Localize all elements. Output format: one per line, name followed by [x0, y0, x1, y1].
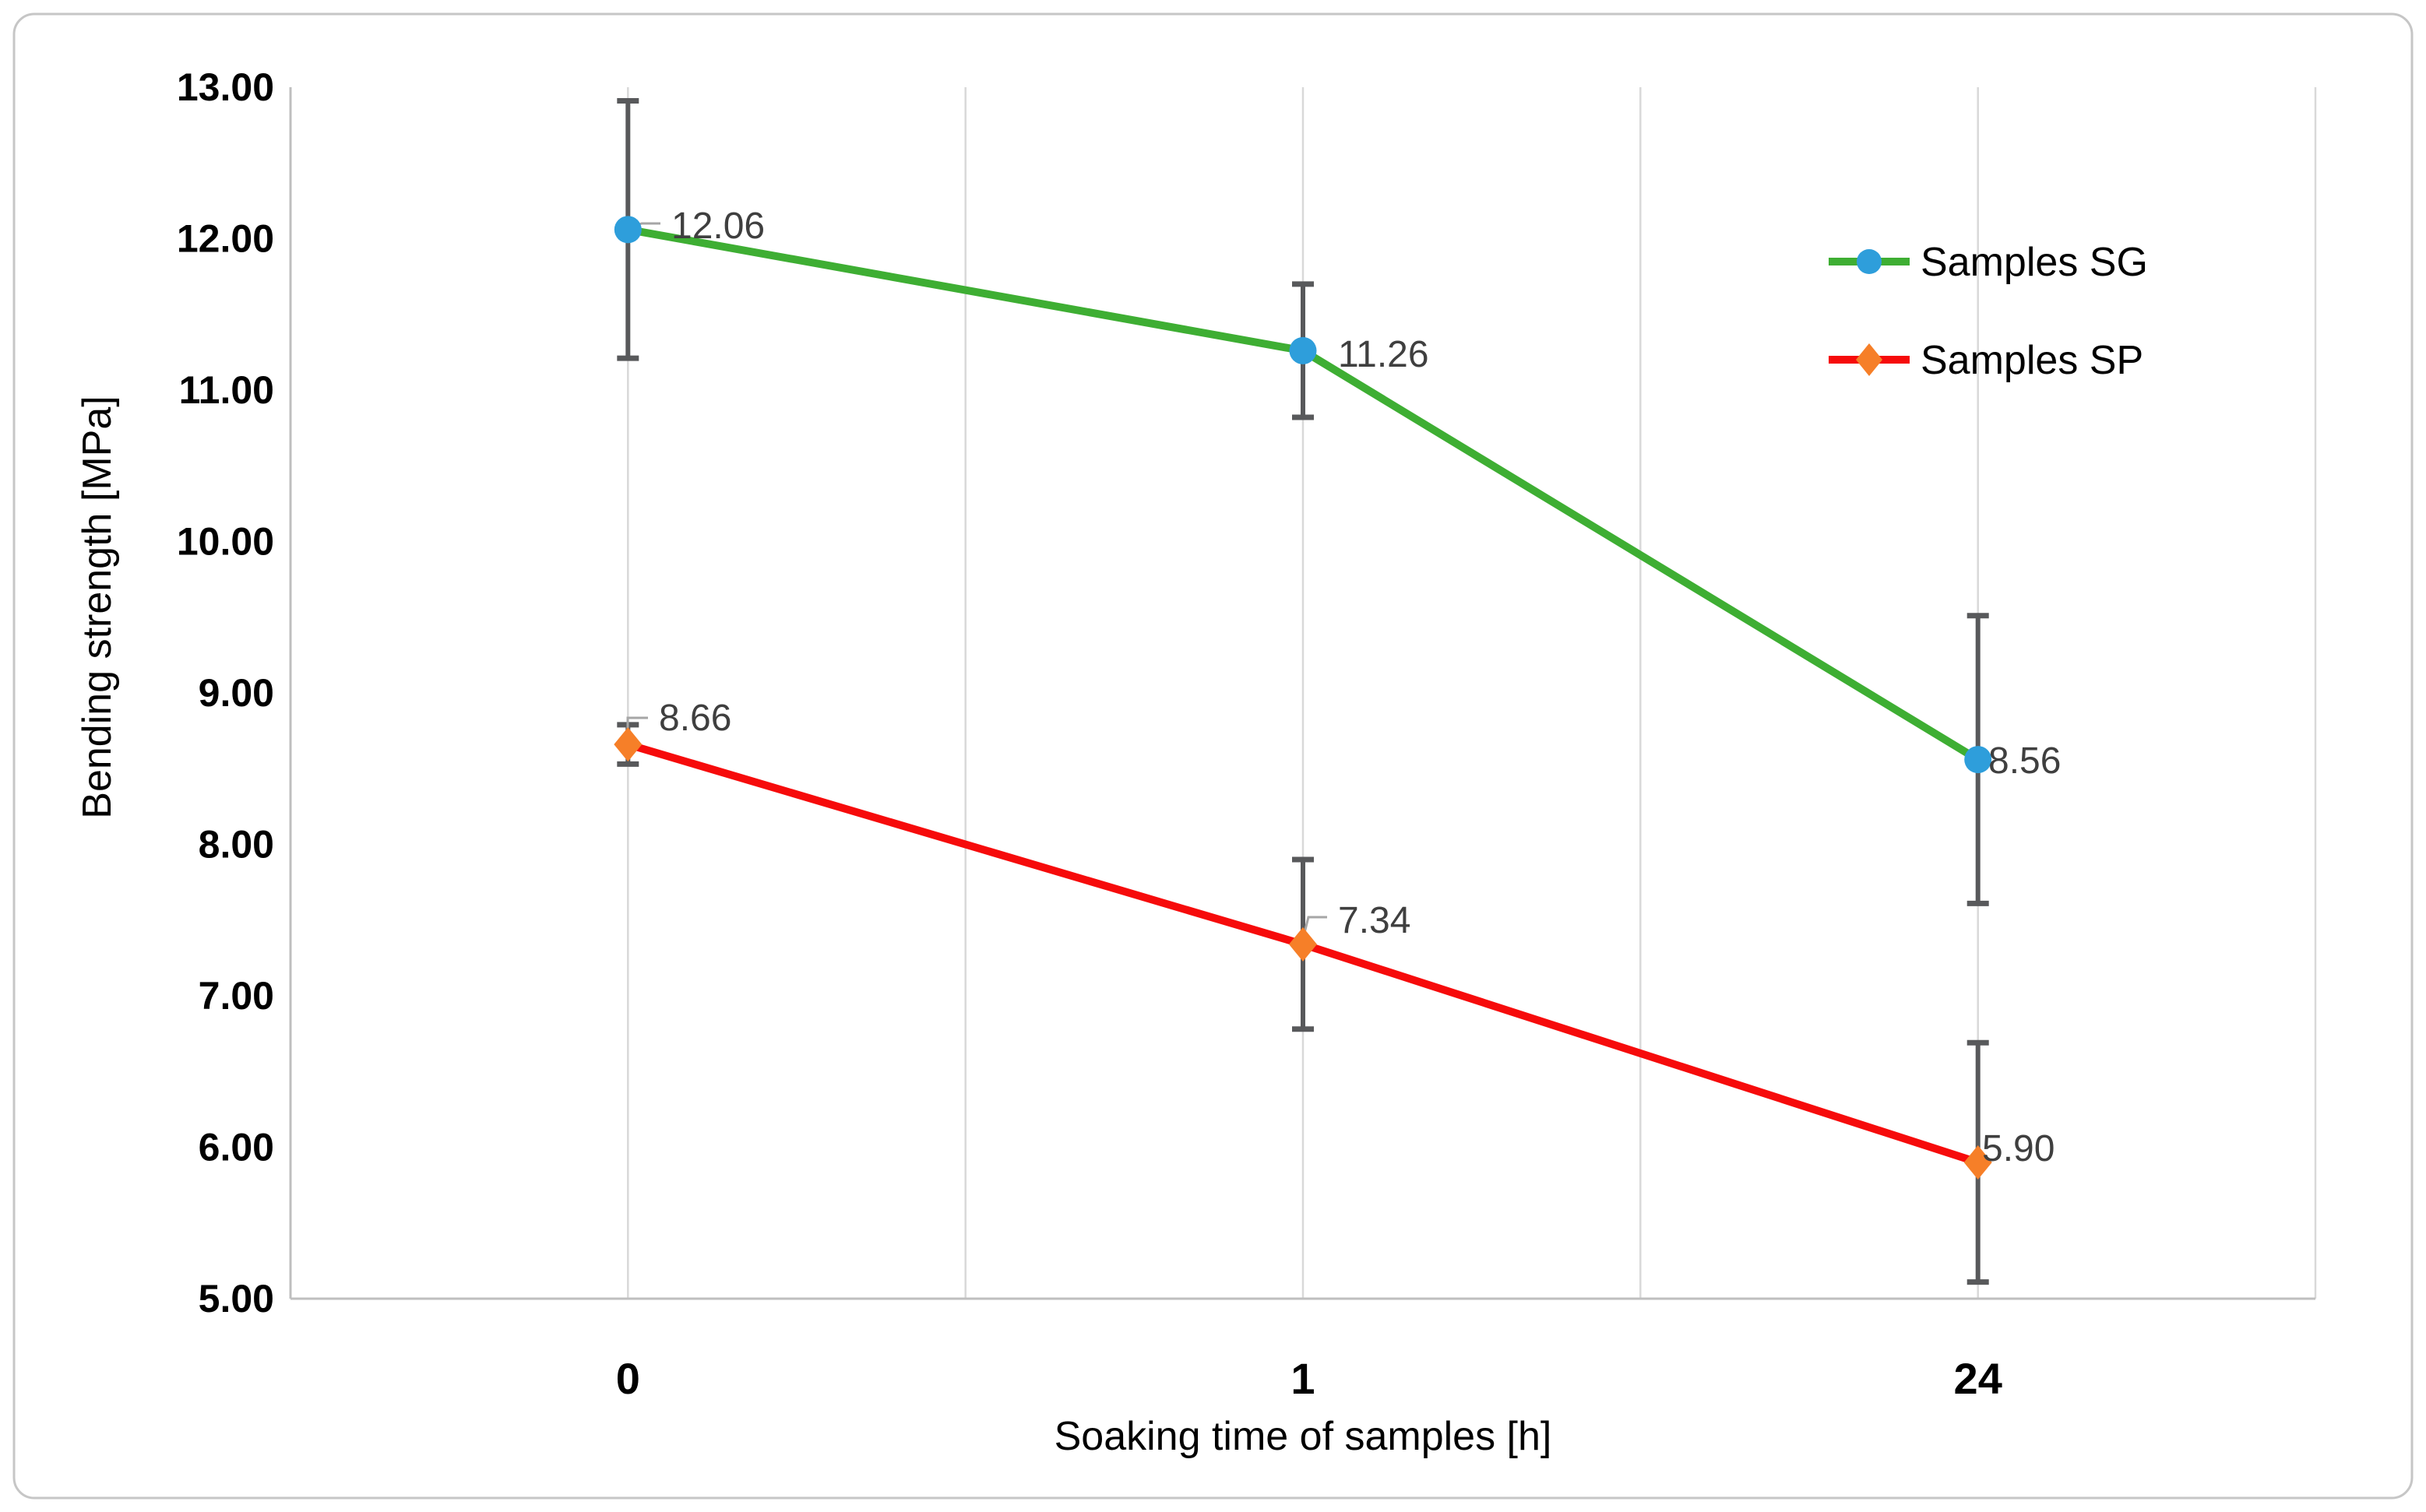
- diamond-marker-samples-sp[interactable]: [1289, 927, 1317, 962]
- y-tick-label: 11.00: [179, 368, 274, 412]
- y-tick-label: 7.00: [199, 974, 274, 1018]
- data-label: 11.26: [1338, 334, 1429, 375]
- diamond-marker-samples-sp[interactable]: [614, 727, 643, 762]
- data-label: 5.90: [1982, 1128, 2055, 1169]
- circle-marker-samples-sg[interactable]: [1289, 336, 1317, 364]
- plot-area: 13.00 12.00 11.00 10.00 9.00 8.00 7.00 6.00 5.00…: [177, 65, 2317, 1403]
- data-label: 8.66: [659, 698, 731, 739]
- legend-label-samples-sg[interactable]: Samples SG: [1921, 240, 2148, 285]
- legend-label-samples-sp[interactable]: Samples SP: [1921, 338, 2143, 383]
- data-label: 7.34: [1338, 900, 1410, 941]
- y-axis-title: Bending strength [MPa]: [75, 396, 120, 818]
- legend-circle-marker: [1857, 249, 1882, 274]
- x-tick-label: 0: [616, 1354, 640, 1403]
- data-label: 8.56: [1988, 740, 2061, 782]
- legend: Samples SG Samples SP: [1829, 240, 2148, 383]
- y-tick-label: 9.00: [199, 671, 274, 715]
- diamond-marker-samples-sp[interactable]: [1963, 1145, 1992, 1180]
- y-tick-label: 8.00: [199, 823, 274, 867]
- legend-diamond-marker: [1856, 343, 1882, 376]
- circle-marker-samples-sg[interactable]: [614, 216, 642, 244]
- y-tick-label: 5.00: [199, 1277, 274, 1320]
- x-axis-title: Soaking time of samples [h]: [1055, 1414, 1552, 1459]
- y-tick-label: 12.00: [177, 217, 274, 261]
- x-tick-label: 24: [1954, 1354, 2002, 1403]
- data-label: 12.06: [671, 206, 765, 247]
- y-tick-label: 6.00: [199, 1126, 274, 1169]
- legend-entry-samples-sg[interactable]: [1829, 249, 1910, 274]
- legend-entry-samples-sp[interactable]: [1829, 343, 1910, 376]
- x-tick-label: 1: [1290, 1354, 1315, 1403]
- chart-frame-border: [12, 12, 2414, 1500]
- circle-marker-samples-sg[interactable]: [1964, 746, 1992, 774]
- y-tick-label: 13.00: [177, 65, 274, 109]
- y-tick-label: 10.00: [177, 520, 274, 564]
